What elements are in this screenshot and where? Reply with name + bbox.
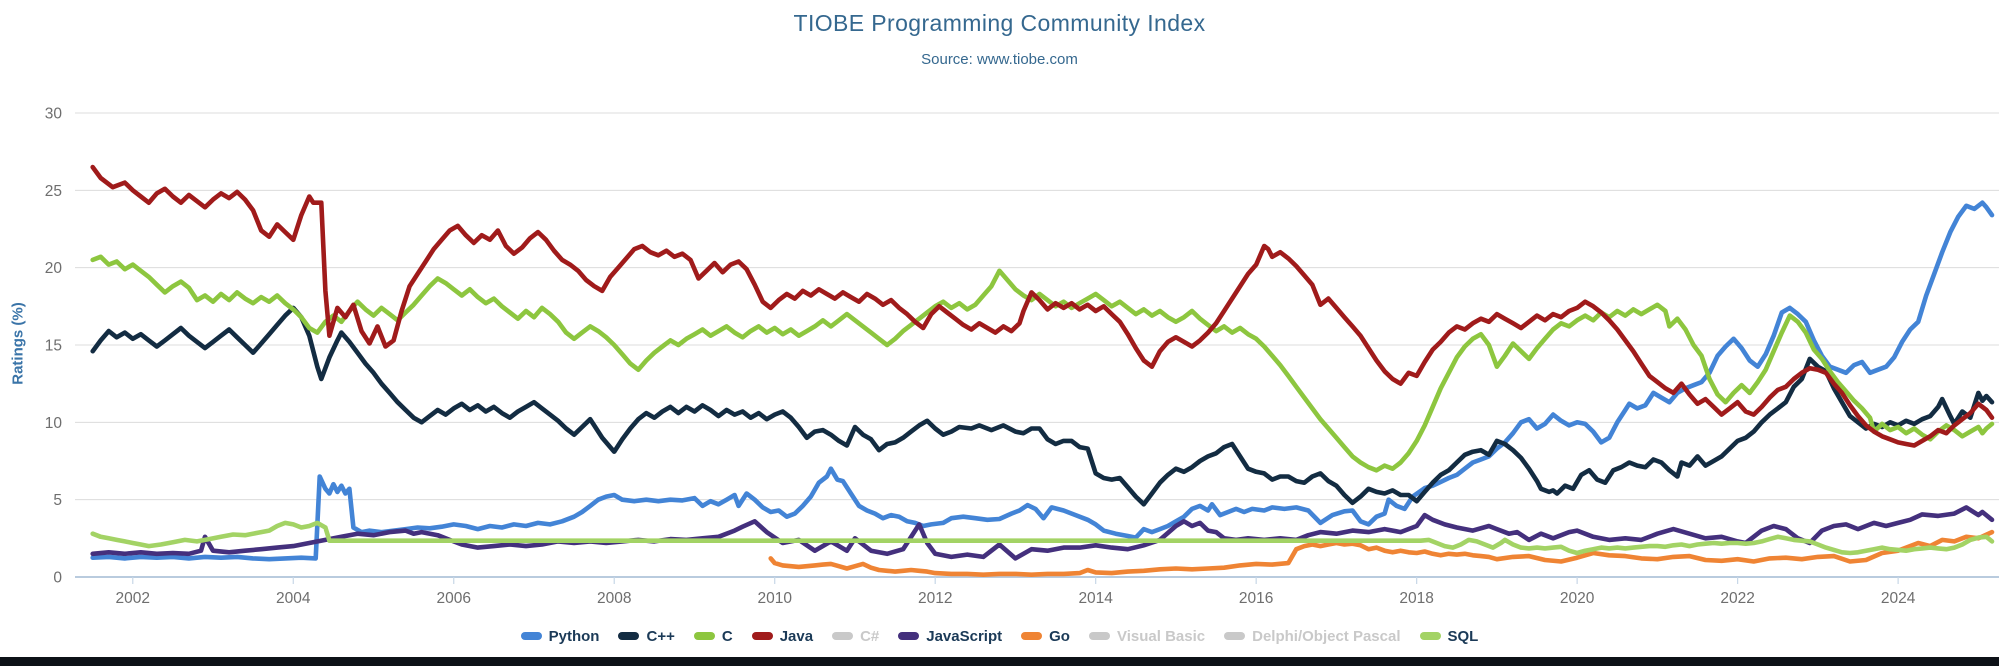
legend-item-visual-basic[interactable]: Visual Basic	[1088, 627, 1206, 645]
legend-marker-sql	[1419, 632, 1441, 640]
legend-marker-java	[751, 632, 773, 640]
x-tick-label: 2016	[1239, 590, 1273, 607]
legend-item-javascript[interactable]: JavaScript	[898, 628, 1002, 645]
x-tick-label: 2006	[437, 590, 471, 607]
legend-item-c[interactable]: C	[693, 627, 733, 645]
x-tick-label: 2002	[116, 590, 150, 607]
legend-marker-visual-basic	[1088, 632, 1110, 640]
legend-marker-javascript	[898, 632, 920, 640]
legend-item-go[interactable]: Go	[1021, 628, 1070, 645]
x-tick-label: 2004	[276, 590, 311, 607]
y-tick-label: 0	[53, 570, 62, 587]
y-tick-label: 10	[45, 415, 63, 432]
x-tick-label: 2012	[918, 590, 952, 607]
series-line-c	[90, 254, 1995, 473]
legend-label-java: Java	[779, 627, 814, 645]
legend-marker-c	[693, 632, 715, 640]
y-tick-label: 5	[53, 492, 62, 509]
legend-marker-cpp	[618, 632, 640, 640]
legend-item-sql[interactable]: SQL	[1419, 627, 1479, 645]
chart-title: TIOBE Programming Community Index	[793, 10, 1206, 36]
legend-label-sql: SQL	[1447, 627, 1479, 645]
legend-item-delphi-object-pascal[interactable]: Delphi/Object Pascal	[1224, 627, 1401, 645]
x-tick-label: 2024	[1881, 590, 1916, 607]
legend-item-cpp[interactable]: C++	[618, 627, 675, 645]
x-tick-label: 2022	[1720, 590, 1754, 607]
legend-label-go: Go	[1049, 627, 1070, 645]
legend-label-delphi-object-pascal: Delphi/Object Pascal	[1252, 627, 1401, 645]
y-tick-label: 30	[45, 106, 63, 123]
series-line-cpp	[90, 305, 1995, 507]
legend-label-visual-basic: Visual Basic	[1116, 627, 1206, 645]
legend-label-csharp: C#	[860, 627, 880, 645]
footer-bar	[0, 657, 1999, 666]
series-line-java	[90, 164, 1995, 448]
legend-item-python[interactable]: Python	[520, 627, 600, 645]
legend-marker-csharp	[832, 632, 854, 640]
legend-label-javascript: JavaScript	[926, 627, 1003, 645]
series-line-javascript	[90, 505, 1995, 561]
series-line-go	[768, 529, 1995, 577]
y-tick-label: 15	[45, 338, 62, 355]
legend-marker-python	[520, 632, 542, 640]
x-tick-label: 2020	[1560, 590, 1595, 607]
legend-label-cpp: C++	[646, 627, 675, 645]
x-tick-label: 2008	[597, 590, 631, 607]
chart-subtitle: Source: www.tiobe.com	[921, 51, 1078, 68]
legend-label-c: C	[721, 627, 733, 645]
x-tick-label: 2018	[1399, 590, 1433, 607]
legend-label-python: Python	[548, 627, 600, 645]
y-tick-label: 25	[45, 183, 62, 200]
legend-item-java[interactable]: Java	[751, 627, 814, 645]
x-tick-label: 2014	[1078, 590, 1113, 607]
series-line-sql	[90, 520, 1995, 556]
x-tick-label: 2010	[757, 590, 792, 607]
legend: Python C++ C Java C# JavaScript Go Visual Basic…	[0, 623, 1999, 649]
legend-marker-delphi-object-pascal	[1224, 632, 1246, 640]
y-tick-label: 20	[45, 260, 63, 277]
series-line-python	[90, 200, 1995, 562]
legend-item-csharp[interactable]: C#	[832, 628, 879, 645]
legend-marker-go	[1021, 632, 1043, 640]
